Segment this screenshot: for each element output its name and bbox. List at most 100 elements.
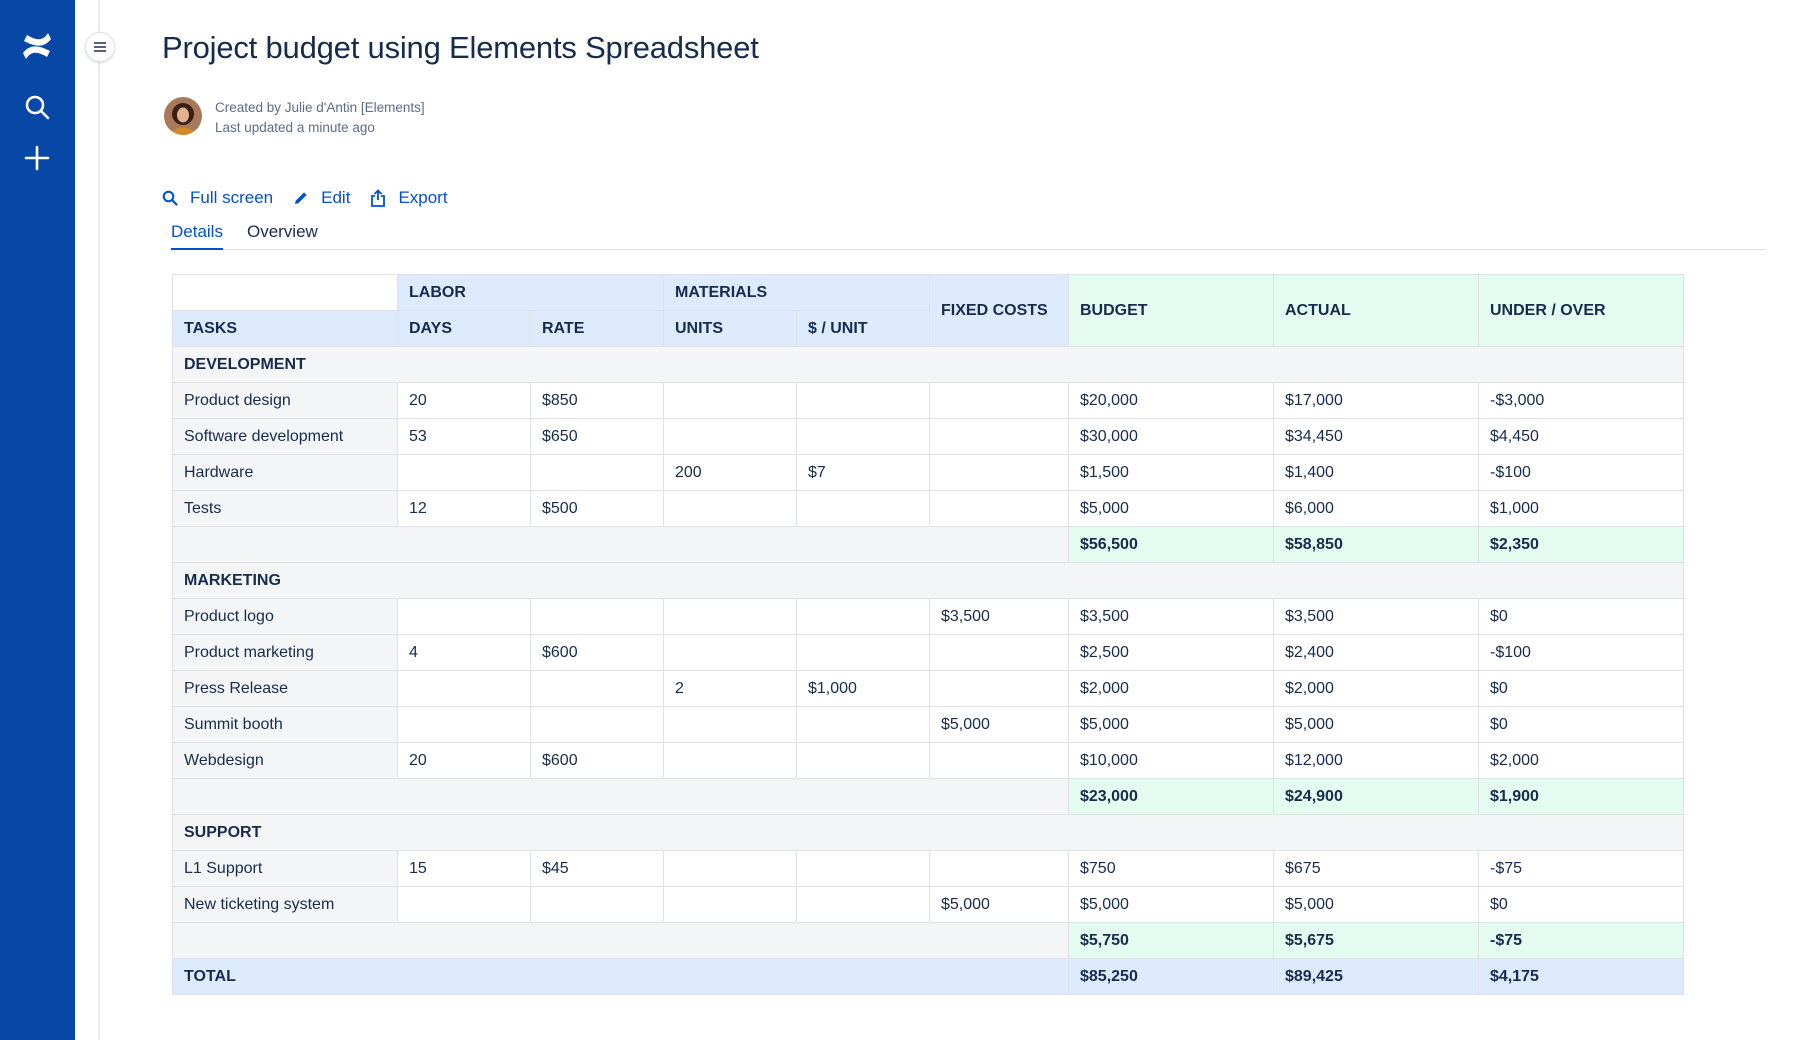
cell-task[interactable]: L1 Support	[172, 850, 398, 887]
section-title[interactable]: MARKETING	[172, 562, 1684, 599]
cell-task[interactable]: Webdesign	[172, 742, 398, 779]
header-per-unit[interactable]: $ / UNIT	[796, 310, 930, 347]
cell-budget[interactable]: $750	[1068, 850, 1274, 887]
cell-fixed-costs[interactable]	[929, 850, 1069, 887]
cell-budget[interactable]: $1,500	[1068, 454, 1274, 491]
cell-rate[interactable]	[530, 598, 664, 635]
header-tasks[interactable]: TASKS	[172, 310, 398, 347]
cell-task[interactable]: Product design	[172, 382, 398, 419]
cell-per-unit[interactable]	[796, 634, 930, 671]
cell-budget[interactable]: $5,000	[1068, 886, 1274, 923]
cell-budget[interactable]: $20,000	[1068, 382, 1274, 419]
cell-actual[interactable]: $1,400	[1273, 454, 1479, 491]
subtotal-actual[interactable]: $5,675	[1273, 922, 1479, 959]
cell-fixed-costs[interactable]	[929, 634, 1069, 671]
cell-under-over[interactable]: $0	[1478, 670, 1684, 707]
cell-rate[interactable]: $850	[530, 382, 664, 419]
cell-actual[interactable]: $34,450	[1273, 418, 1479, 455]
cell-per-unit[interactable]: $1,000	[796, 670, 930, 707]
cell-under-over[interactable]: $4,450	[1478, 418, 1684, 455]
cell-task[interactable]: Tests	[172, 490, 398, 527]
cell-rate[interactable]: $600	[530, 742, 664, 779]
cell-rate[interactable]	[530, 454, 664, 491]
cell-actual[interactable]: $6,000	[1273, 490, 1479, 527]
cell-budget[interactable]: $3,500	[1068, 598, 1274, 635]
cell-per-unit[interactable]	[796, 382, 930, 419]
header-materials[interactable]: MATERIALS	[663, 274, 930, 311]
cell-per-unit[interactable]	[796, 706, 930, 743]
create-plus-icon[interactable]	[16, 137, 58, 179]
sidebar-toggle-button[interactable]	[85, 32, 115, 62]
subtotal-blank-cell[interactable]	[172, 526, 1069, 563]
cell-budget[interactable]: $2,500	[1068, 634, 1274, 671]
cell-per-unit[interactable]: $7	[796, 454, 930, 491]
cell-under-over[interactable]: -$3,000	[1478, 382, 1684, 419]
total-label[interactable]: TOTAL	[172, 958, 1069, 995]
full-screen-button[interactable]: Full screen	[162, 188, 273, 208]
cell-under-over[interactable]: -$100	[1478, 634, 1684, 671]
export-button[interactable]: Export	[370, 188, 448, 208]
cell-rate[interactable]: $45	[530, 850, 664, 887]
cell-under-over[interactable]: -$75	[1478, 850, 1684, 887]
cell-actual[interactable]: $2,000	[1273, 670, 1479, 707]
cell-days[interactable]	[397, 670, 531, 707]
cell-rate[interactable]	[530, 886, 664, 923]
confluence-logo-icon[interactable]	[16, 25, 58, 67]
cell-fixed-costs[interactable]: $3,500	[929, 598, 1069, 635]
cell-per-unit[interactable]	[796, 742, 930, 779]
total-under-over[interactable]: $4,175	[1478, 958, 1684, 995]
header-labor[interactable]: LABOR	[397, 274, 664, 311]
cell-days[interactable]: 20	[397, 742, 531, 779]
cell-actual[interactable]: $12,000	[1273, 742, 1479, 779]
cell-days[interactable]	[397, 454, 531, 491]
cell-fixed-costs[interactable]: $5,000	[929, 706, 1069, 743]
cell-fixed-costs[interactable]	[929, 418, 1069, 455]
total-actual[interactable]: $89,425	[1273, 958, 1479, 995]
cell-fixed-costs[interactable]	[929, 454, 1069, 491]
cell-fixed-costs[interactable]	[929, 742, 1069, 779]
cell-under-over[interactable]: $0	[1478, 706, 1684, 743]
cell-days[interactable]	[397, 886, 531, 923]
subtotal-budget[interactable]: $5,750	[1068, 922, 1274, 959]
cell-under-over[interactable]: $2,000	[1478, 742, 1684, 779]
subtotal-under-over[interactable]: $2,350	[1478, 526, 1684, 563]
cell-budget[interactable]: $10,000	[1068, 742, 1274, 779]
cell-fixed-costs[interactable]	[929, 382, 1069, 419]
cell-under-over[interactable]: $0	[1478, 598, 1684, 635]
section-title[interactable]: DEVELOPMENT	[172, 346, 1684, 383]
avatar[interactable]	[164, 97, 202, 135]
cell-actual[interactable]: $5,000	[1273, 706, 1479, 743]
cell-budget[interactable]: $30,000	[1068, 418, 1274, 455]
cell-rate[interactable]	[530, 670, 664, 707]
cell-under-over[interactable]: $1,000	[1478, 490, 1684, 527]
header-days[interactable]: DAYS	[397, 310, 531, 347]
cell-budget[interactable]: $2,000	[1068, 670, 1274, 707]
cell-per-unit[interactable]	[796, 418, 930, 455]
subtotal-budget[interactable]: $23,000	[1068, 778, 1274, 815]
subtotal-under-over[interactable]: -$75	[1478, 922, 1684, 959]
cell-actual[interactable]: $17,000	[1273, 382, 1479, 419]
subtotal-blank-cell[interactable]	[172, 922, 1069, 959]
header-fixed-costs[interactable]: FIXED COSTS	[929, 274, 1069, 347]
subtotal-actual[interactable]: $58,850	[1273, 526, 1479, 563]
cell-days[interactable]: 4	[397, 634, 531, 671]
cell-units[interactable]	[663, 742, 797, 779]
cell-task[interactable]: Summit booth	[172, 706, 398, 743]
cell-units[interactable]	[663, 382, 797, 419]
cell-rate[interactable]: $650	[530, 418, 664, 455]
cell-actual[interactable]: $675	[1273, 850, 1479, 887]
cell-units[interactable]	[663, 886, 797, 923]
tab-details[interactable]: Details	[171, 222, 223, 250]
cell-units[interactable]	[663, 634, 797, 671]
cell-fixed-costs[interactable]: $5,000	[929, 886, 1069, 923]
header-rate[interactable]: RATE	[530, 310, 664, 347]
section-title[interactable]: SUPPORT	[172, 814, 1684, 851]
cell-days[interactable]	[397, 598, 531, 635]
cell-task[interactable]: New ticketing system	[172, 886, 398, 923]
subtotal-budget[interactable]: $56,500	[1068, 526, 1274, 563]
cell-days[interactable]	[397, 706, 531, 743]
header-actual[interactable]: ACTUAL	[1273, 274, 1479, 347]
cell-days[interactable]: 53	[397, 418, 531, 455]
subtotal-blank-cell[interactable]	[172, 778, 1069, 815]
cell-actual[interactable]: $2,400	[1273, 634, 1479, 671]
